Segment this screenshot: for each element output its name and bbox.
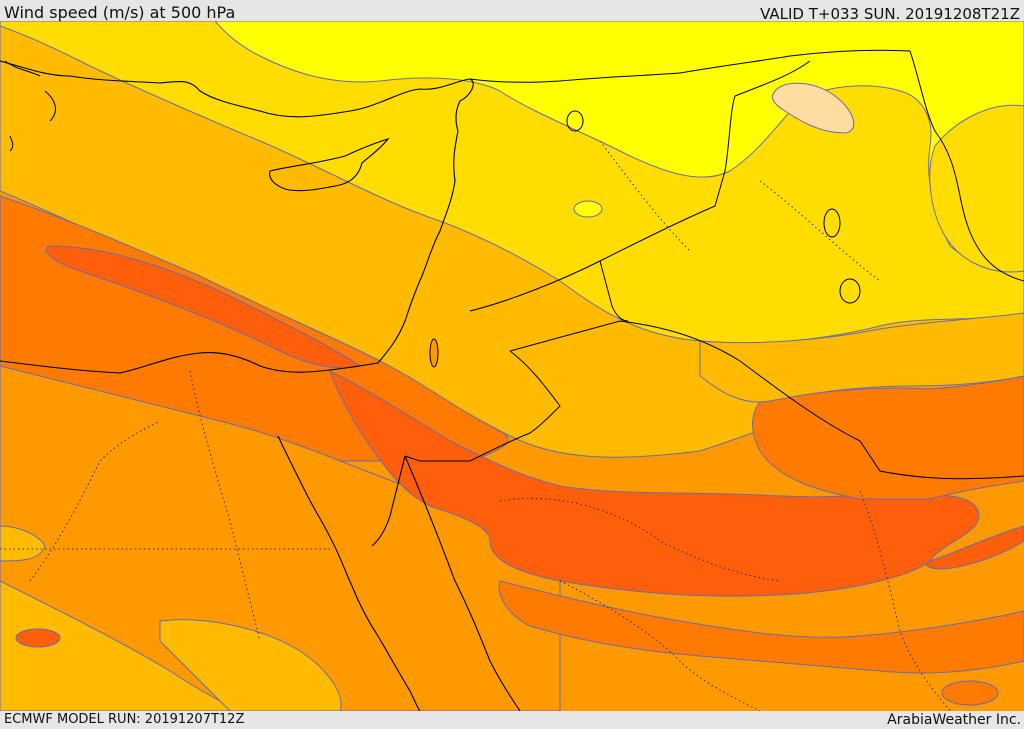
border-saudi-north (509, 320, 1024, 480)
lake-east-2 (823, 208, 841, 238)
dead-sea (429, 338, 439, 368)
band-amber-east (699, 312, 1024, 403)
band-amber-small (0, 525, 46, 562)
admin-border-2 (189, 370, 261, 642)
model-run: ECMWF MODEL RUN: 20191207T12Z (4, 712, 245, 727)
turkey-coastline (0, 60, 474, 132)
border-jordan (469, 60, 811, 312)
map-title: Wind speed (m/s) at 500 hPa (4, 3, 236, 22)
aegean-islands (4, 60, 56, 152)
band-amber-south (159, 619, 342, 711)
header-bar (0, 0, 1024, 21)
band-red-orange-small (15, 628, 61, 648)
gulf-of-aqaba (371, 455, 406, 547)
band-red-orange-east (926, 525, 1024, 570)
border-syria-iraq (599, 260, 629, 322)
valid-time: VALID T+033 SUN. 20191208T21Z (760, 5, 1020, 23)
lake-north (566, 110, 584, 132)
band-deep-orange-south (941, 680, 999, 706)
band-deep-orange-south (498, 580, 1024, 674)
gulf-coast (909, 50, 1024, 282)
arabian-red-sea-coast (404, 455, 521, 711)
levant-coastline (377, 130, 459, 364)
border-jordan-south (404, 350, 561, 462)
band-yellow-east (929, 104, 1024, 273)
admin-border-4 (559, 580, 761, 711)
band-lightest-small (573, 200, 603, 218)
border-turkey-syria (469, 49, 911, 83)
pale-patch (772, 82, 855, 134)
band-red-orange-west (45, 245, 362, 369)
admin-border-5 (859, 490, 951, 711)
band-red-orange-core (329, 370, 980, 597)
cyprus-outline (269, 137, 390, 192)
egypt-coastline (0, 352, 379, 374)
wind-speed-map (0, 21, 1024, 711)
gulf-of-suez (277, 435, 421, 711)
footer-bar (0, 711, 1024, 729)
band-deep-orange-east (752, 375, 1024, 500)
lake-east (839, 278, 861, 304)
brand-credit: ArabiaWeather Inc. (887, 712, 1021, 728)
